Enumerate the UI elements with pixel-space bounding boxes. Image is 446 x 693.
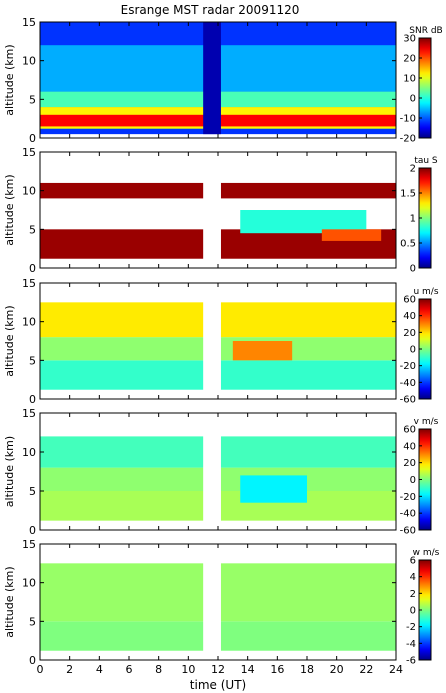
data-gap-1 [203, 283, 221, 399]
colorbar-tick-label: 0 [410, 345, 416, 356]
y-tick-label: 0 [29, 262, 36, 275]
colorbar-tick-label: 0 [410, 606, 416, 617]
data-field [40, 283, 396, 399]
x-tick-label: 14 [241, 663, 255, 676]
y-tick-label: 10 [22, 55, 36, 68]
colorbar-tick-label: 60 [403, 425, 416, 436]
panel-3: 0 5 10 15 altitude (km) u m/s -60 -40 -20 0 20 40 60 [3, 277, 439, 406]
data-layer-4 [240, 475, 307, 503]
data-layer-4 [321, 229, 382, 241]
colorbar-label: w m/s [413, 548, 440, 558]
colorbar-tick-label: -20 [400, 492, 416, 503]
x-tick-label: 16 [270, 663, 284, 676]
colorbar-tick-label: 40 [403, 311, 416, 322]
colorbar-tick-label: 4 [410, 572, 416, 583]
x-tick-label: 2 [66, 663, 73, 676]
y-tick-label: 10 [22, 446, 36, 459]
colorbar-tick-label: 2 [410, 589, 416, 600]
data-gap-1 [203, 152, 221, 268]
colorbar-label: SNR dB [409, 26, 442, 36]
colorbar-label: v m/s [414, 417, 439, 427]
figure-title: Esrange MST radar 20091120 [121, 3, 300, 17]
x-tick-label: 18 [300, 663, 314, 676]
x-tick-label: 22 [359, 663, 373, 676]
y-tick-label: 5 [29, 615, 36, 628]
y-axis-label: altitude (km) [3, 566, 16, 637]
y-tick-label: 15 [22, 277, 36, 290]
y-tick-label: 10 [22, 316, 36, 329]
colorbar-tick-label: 2 [410, 164, 416, 175]
colorbar-tick-label: 40 [403, 441, 416, 452]
colorbar-label: tau S [414, 156, 438, 166]
colorbar-tick-label: 0 [410, 264, 416, 275]
colorbar-tick-label: 20 [403, 328, 416, 339]
colorbar-tick-label: -2 [406, 622, 416, 633]
y-tick-label: 5 [29, 485, 36, 498]
data-gap-1 [203, 413, 221, 530]
colorbar-tick-label: 6 [410, 556, 416, 567]
colorbar-tick-label: -20 [400, 134, 416, 145]
colorbar-tick-label: 0.5 [400, 239, 416, 250]
y-tick-label: 10 [22, 185, 36, 198]
x-tick-label: 4 [96, 663, 103, 676]
x-axis-label: time (UT) [190, 678, 246, 692]
y-tick-label: 15 [22, 146, 36, 159]
y-tick-label: 5 [29, 354, 36, 367]
x-tick-label: 8 [155, 663, 162, 676]
colorbar-tick-label: -60 [400, 395, 416, 406]
x-tick-label: 12 [211, 663, 225, 676]
y-tick-label: 0 [29, 654, 36, 667]
colorbar-label: u m/s [413, 287, 438, 297]
y-tick-label: 5 [29, 93, 36, 106]
y-tick-label: 0 [29, 393, 36, 406]
data-block-1 [203, 22, 221, 135]
data-field [40, 22, 396, 135]
y-tick-label: 15 [22, 538, 36, 551]
y-axis-label: altitude (km) [3, 305, 16, 376]
colorbar-tick-label: -60 [400, 526, 416, 537]
data-gap-1 [203, 544, 221, 660]
colorbar-tick-label: 60 [403, 295, 416, 306]
y-tick-label: 15 [22, 16, 36, 29]
data-layer-4 [232, 341, 293, 361]
colorbar-tick-label: -20 [400, 361, 416, 372]
colorbar [418, 37, 432, 139]
colorbar-tick-label: 10 [403, 74, 416, 85]
colorbar-tick-label: 20 [403, 458, 416, 469]
x-tick-label: 10 [181, 663, 195, 676]
colorbar-tick-label: 20 [403, 54, 416, 65]
x-tick-label: 6 [126, 663, 133, 676]
colorbar-tick-label: 0 [410, 94, 416, 105]
data-field [40, 544, 396, 660]
x-tick-label: 0 [37, 663, 44, 676]
colorbar-tick-label: 1.5 [400, 189, 416, 200]
colorbar-tick-label: 0 [410, 475, 416, 486]
y-tick-label: 15 [22, 407, 36, 420]
colorbar-tick-label: -10 [400, 114, 416, 125]
y-tick-label: 0 [29, 132, 36, 145]
y-axis-label: altitude (km) [3, 436, 16, 507]
x-tick-label: 20 [330, 663, 344, 676]
data-layer-3 [240, 210, 367, 234]
colorbar-tick-label: -40 [400, 509, 416, 520]
data-field [40, 413, 396, 530]
data-field [40, 152, 396, 268]
y-axis-label: altitude (km) [3, 174, 16, 245]
panel-1: 0 5 10 15 altitude (km) SNR dB -20 -10 0 10 20 30 [3, 16, 443, 145]
panel-2: 0 5 10 15 altitude (km) tau S 0 0.5 1 1.5 2 [3, 146, 438, 275]
y-tick-label: 5 [29, 223, 36, 236]
colorbar-tick-label: -40 [400, 378, 416, 389]
y-tick-label: 0 [29, 524, 36, 537]
panel-4: 0 5 10 15 altitude (km) v m/s -60 -40 -20 0 20 40 60 [3, 407, 439, 537]
colorbar-tick-label: -4 [406, 639, 416, 650]
colorbar-tick-label: 30 [403, 34, 416, 45]
colorbar-tick-label: 1 [410, 214, 416, 225]
y-axis-label: altitude (km) [3, 44, 16, 115]
colorbar-tick-label: -6 [406, 656, 416, 667]
x-tick-label: 24 [389, 663, 403, 676]
y-tick-label: 10 [22, 577, 36, 590]
